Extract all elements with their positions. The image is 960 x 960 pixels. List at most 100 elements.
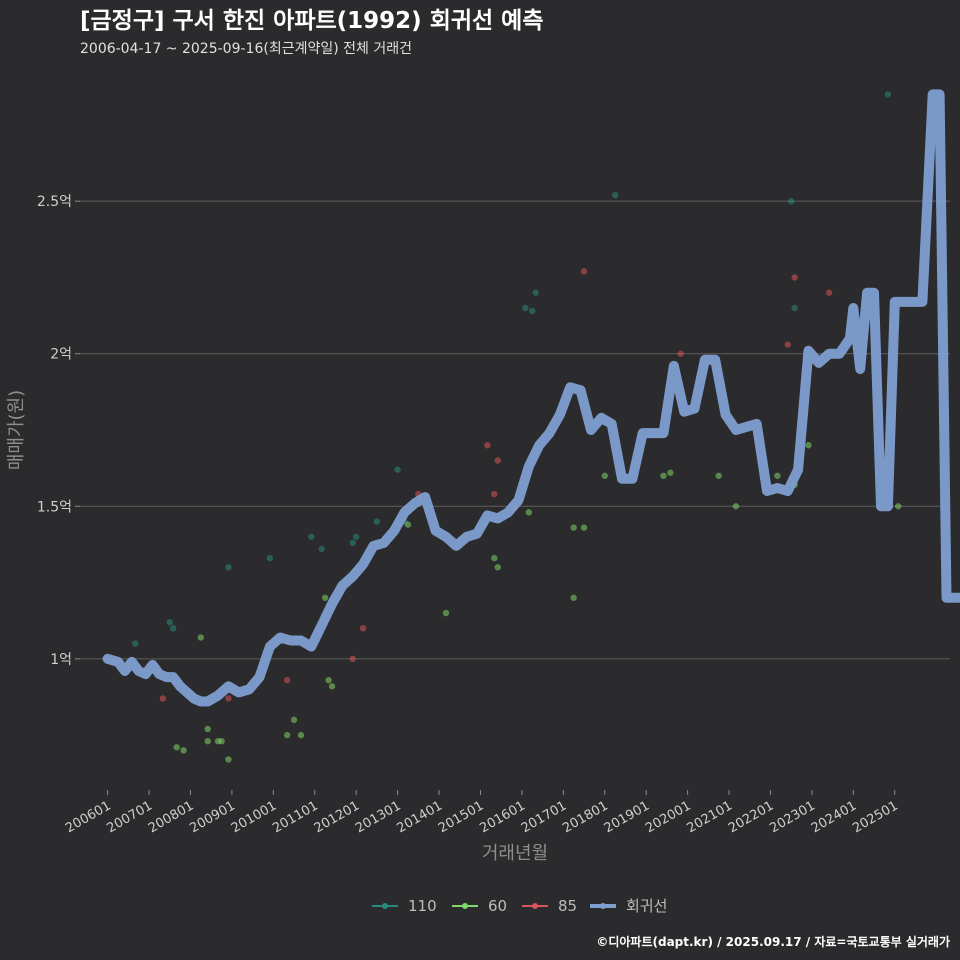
data-point-85: [159, 695, 167, 702]
x-tick-label: 201301: [353, 798, 403, 836]
legend: 110 60 85 회귀선: [372, 897, 667, 915]
x-tick-label: 201001: [229, 798, 279, 836]
x-tick-label: 202501: [850, 798, 900, 836]
data-point-110: [352, 533, 360, 540]
data-point-60: [805, 442, 812, 449]
x-tick-label: 201701: [519, 798, 569, 836]
x-tick-label: 202201: [726, 798, 776, 836]
legend-label: 회귀선: [626, 897, 667, 915]
data-point-60: [715, 472, 722, 479]
data-point-85: [359, 625, 367, 632]
data-point-60: [173, 744, 180, 751]
grid-lines: [80, 200, 950, 660]
data-point-60: [442, 609, 450, 617]
chart-title: [금정구] 구서 한진 아파트(1992) 회귀선 예측: [80, 8, 544, 34]
data-point-60: [494, 564, 501, 571]
data-point-60: [491, 554, 498, 562]
data-point-85: [283, 676, 291, 684]
x-tick-label: 201801: [560, 798, 610, 836]
data-point-60: [660, 472, 667, 479]
data-point-85: [494, 457, 501, 464]
legend-item: 60: [452, 897, 507, 915]
data-point-85: [484, 442, 491, 449]
data-point-60: [297, 731, 305, 739]
x-tick-label: 200901: [187, 798, 237, 836]
data-point-110: [522, 304, 529, 312]
y-tick-label: 2.5억: [37, 194, 72, 210]
legend-label: 85: [558, 897, 577, 915]
data-point-110: [529, 307, 536, 315]
data-point-60: [180, 747, 187, 754]
y-axis-label: 매매가(원): [6, 390, 27, 470]
y-axis-ticks: 1억 1.5억 2억 2.5억: [37, 194, 80, 668]
data-point-60: [774, 472, 781, 479]
x-tick-label: 202301: [767, 798, 817, 836]
data-point-60: [525, 509, 533, 516]
data-point-60: [321, 594, 329, 601]
scatter-points: [132, 91, 902, 763]
data-point-110: [373, 518, 381, 525]
data-point-110: [349, 539, 356, 547]
data-point-110: [611, 191, 619, 199]
data-point-85: [225, 695, 232, 702]
data-point-60: [225, 756, 232, 763]
data-point-110: [791, 304, 798, 312]
data-point-110: [266, 554, 274, 562]
data-point-85: [791, 274, 798, 281]
data-point-85: [677, 350, 684, 357]
data-point-85: [825, 289, 833, 296]
data-point-85: [784, 341, 791, 348]
x-tick-label: 200701: [105, 798, 155, 836]
data-point-85: [580, 268, 588, 275]
x-tick-label: 201401: [395, 798, 445, 836]
data-point-110: [166, 619, 173, 626]
x-tick-label: 201901: [602, 798, 652, 836]
x-tick-label: 201601: [477, 798, 527, 836]
data-point-85: [491, 490, 498, 498]
chart-subtitle: 2006-04-17 ~ 2025-09-16(최근계약일) 전체 거래건: [80, 41, 412, 57]
x-tick-label: 201501: [436, 798, 486, 836]
data-point-60: [218, 737, 225, 745]
legend-label: 110: [408, 897, 437, 915]
legend-item: 85: [522, 897, 577, 915]
x-tick-label: 202001: [643, 798, 693, 836]
data-point-110: [225, 564, 232, 571]
legend-swatch-dot: [462, 903, 468, 909]
x-tick-label: 201201: [312, 798, 362, 836]
legend-swatch-dot: [382, 903, 388, 909]
data-point-60: [580, 524, 588, 531]
data-point-60: [283, 731, 291, 739]
legend-item: 회귀선: [590, 897, 667, 915]
legend-item: 110: [372, 897, 437, 915]
data-point-60: [570, 524, 577, 531]
x-tick-label: 202101: [685, 798, 735, 836]
data-point-60: [895, 503, 902, 510]
data-point-60: [204, 737, 211, 745]
data-point-110: [394, 466, 401, 473]
x-tick-label: 202401: [809, 798, 859, 836]
x-tick-label: 200601: [63, 798, 113, 836]
data-point-110: [884, 91, 892, 98]
y-tick-label: 2억: [50, 347, 72, 363]
y-tick-label: 1.5억: [37, 499, 72, 515]
source-caption: ©디아파트(dapt.kr) / 2025.09.17 / 자료=국토교통부 실…: [596, 934, 950, 949]
data-point-60: [732, 503, 740, 510]
data-point-85: [349, 655, 356, 663]
data-point-60: [667, 469, 674, 476]
legend-label: 60: [488, 897, 507, 915]
data-point-60: [204, 725, 211, 733]
x-axis-ticks: 2006012007012008012009012010012011012012…: [63, 790, 901, 836]
data-point-110: [318, 545, 325, 553]
legend-swatch-dot: [532, 903, 538, 909]
regression-layer: [102, 89, 960, 707]
data-point-110: [170, 625, 177, 632]
data-point-110: [787, 197, 795, 205]
data-point-60: [601, 472, 608, 479]
legend-swatch-dot: [600, 903, 606, 909]
x-tick-label: 200801: [146, 798, 196, 836]
data-point-60: [570, 594, 577, 601]
regression-line: [102, 89, 960, 707]
data-point-110: [532, 289, 539, 296]
data-point-60: [197, 634, 205, 641]
